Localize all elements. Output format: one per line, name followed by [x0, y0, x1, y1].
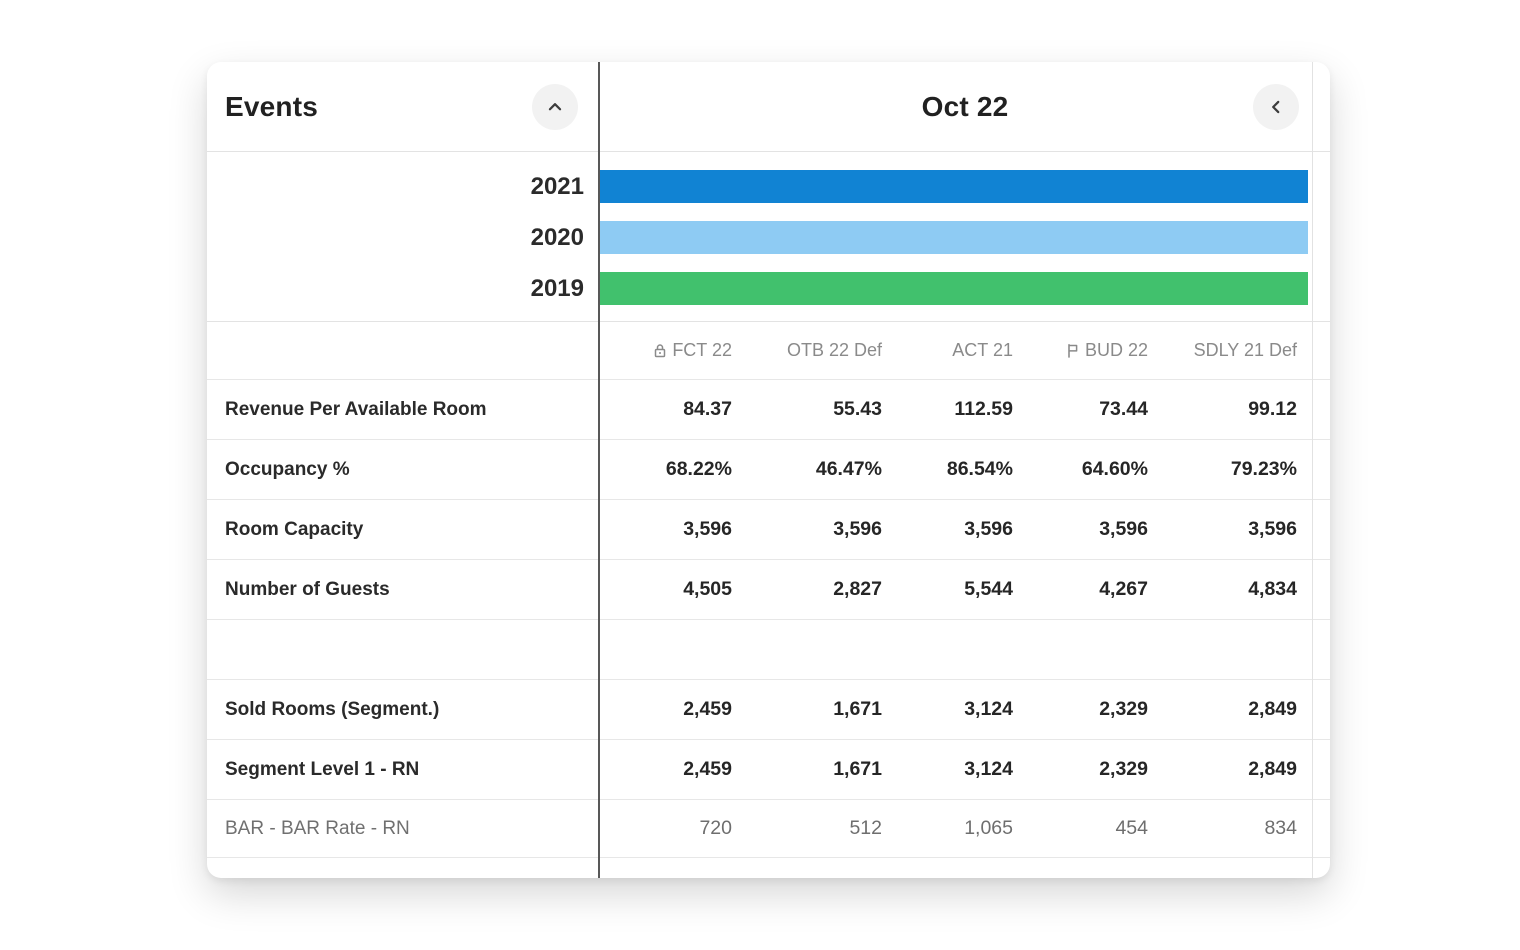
year-bar-2019	[600, 272, 1308, 305]
events-panel-card: Events Oct 22 2021 2020	[207, 62, 1330, 878]
year-bar-2020	[600, 221, 1308, 254]
metric-value: 512	[849, 817, 882, 839]
metric-value: 3,596	[1099, 518, 1148, 540]
chevron-left-icon	[1267, 98, 1285, 116]
metric-value: 2,459	[683, 758, 732, 780]
metric-value: 2,849	[1248, 698, 1297, 720]
metric-label: Revenue Per Available Room	[225, 398, 487, 420]
metric-value: 64.60%	[1081, 458, 1148, 480]
column-header-label: BUD 22	[1084, 340, 1148, 360]
right-panel-header: Oct 22	[600, 62, 1330, 151]
year-label: 2021	[530, 172, 584, 200]
metric-value: 68.22%	[665, 458, 732, 480]
table-row-room-capacity: Room Capacity 3,596 3,596 3,596 3,596 3,…	[207, 500, 1330, 560]
table-row-segment-level-1-rn: Segment Level 1 - RN 2,459 1,671 3,124 2…	[207, 740, 1330, 800]
metric-value: 2,849	[1248, 758, 1297, 780]
column-header-otb-22-def[interactable]: OTB 22 Def	[732, 340, 882, 361]
metric-value: 86.54%	[946, 458, 1013, 480]
chart-row-2021: 2021	[207, 161, 1330, 212]
metric-value: 2,329	[1099, 758, 1148, 780]
column-header-label: ACT 21	[952, 340, 1013, 360]
metric-value: 1,671	[833, 758, 882, 780]
column-header-act-21[interactable]: ACT 21	[882, 340, 1013, 361]
metric-value: 3,124	[964, 698, 1013, 720]
metric-value: 3,596	[964, 518, 1013, 540]
metric-value: 3,596	[833, 518, 882, 540]
metric-value: 3,124	[964, 758, 1013, 780]
metric-value: 3,596	[683, 518, 732, 540]
metric-value: 2,329	[1099, 698, 1148, 720]
table-row-bar-bar-rate-rn: BAR - BAR Rate - RN 720 512 1,065 454 83…	[207, 800, 1330, 858]
metric-label: BAR - BAR Rate - RN	[225, 817, 410, 839]
metric-label: Segment Level 1 - RN	[225, 758, 420, 780]
collapse-events-button[interactable]	[532, 83, 578, 130]
year-label: 2020	[530, 223, 584, 251]
metric-label: Number of Guests	[225, 578, 390, 600]
metric-value: 454	[1115, 817, 1148, 839]
chart-row-2019: 2019	[207, 263, 1330, 314]
column-header-fct-22[interactable]: FCT 22	[600, 340, 732, 361]
metric-value: 79.23%	[1230, 458, 1297, 480]
previous-day-button[interactable]	[1253, 84, 1299, 130]
metric-value: 2,827	[833, 578, 882, 600]
metric-value: 720	[699, 817, 732, 839]
chart-row-2020: 2020	[207, 212, 1330, 263]
metric-value: 2,459	[683, 698, 732, 720]
column-header-label: FCT 22	[672, 340, 732, 360]
left-panel-header: Events	[207, 62, 600, 151]
year-label: 2019	[530, 274, 584, 302]
date-title: Oct 22	[921, 90, 1009, 122]
metric-value: 834	[1264, 817, 1297, 839]
metric-value: 4,834	[1248, 578, 1297, 600]
column-header-row: FCT 22 OTB 22 Def ACT 21 BUD 22 SDLY 21 …	[207, 322, 1330, 380]
metric-label: Room Capacity	[225, 518, 364, 540]
metric-value: 46.47%	[815, 458, 882, 480]
panel-header: Events Oct 22	[207, 62, 1330, 152]
metric-value: 5,544	[964, 578, 1013, 600]
table-row-number-of-guests: Number of Guests 4,505 2,827 5,544 4,267…	[207, 560, 1330, 620]
metric-value: 1,671	[833, 698, 882, 720]
table-row-occupancy: Occupancy % 68.22% 46.47% 86.54% 64.60% …	[207, 440, 1330, 500]
spacer-row	[207, 620, 1330, 680]
year-bar-2021	[600, 170, 1308, 203]
column-header-label: OTB 22 Def	[786, 340, 882, 360]
bottom-filler	[207, 858, 1330, 878]
table-row-sold-rooms-segment: Sold Rooms (Segment.) 2,459 1,671 3,124 …	[207, 680, 1330, 740]
metric-value: 1,065	[964, 817, 1013, 839]
metric-value: 99.12	[1248, 398, 1297, 420]
metric-value: 4,267	[1099, 578, 1148, 600]
panel-divider	[598, 62, 600, 878]
metric-value: 84.37	[683, 398, 732, 420]
lock-icon	[653, 343, 667, 358]
metric-value: 112.59	[954, 398, 1013, 420]
table-row-revpar: Revenue Per Available Room 84.37 55.43 1…	[207, 380, 1330, 440]
column-header-label: SDLY 21 Def	[1193, 340, 1297, 360]
chevron-up-icon	[546, 98, 564, 116]
metric-value: 3,596	[1248, 518, 1297, 540]
metric-label: Sold Rooms (Segment.)	[225, 698, 440, 720]
metric-value: 73.44	[1099, 398, 1148, 420]
flag-icon	[1066, 343, 1080, 358]
left-panel-title: Events	[225, 90, 319, 122]
column-header-sdly-21-def[interactable]: SDLY 21 Def	[1148, 340, 1297, 361]
metric-label: Occupancy %	[225, 458, 350, 480]
year-comparison-chart: 2021 2020 2019	[207, 152, 1330, 322]
metric-value: 4,505	[683, 578, 732, 600]
metric-value: 55.43	[833, 398, 882, 420]
scroll-gutter-line	[1312, 62, 1313, 878]
column-header-bud-22[interactable]: BUD 22	[1013, 340, 1148, 361]
